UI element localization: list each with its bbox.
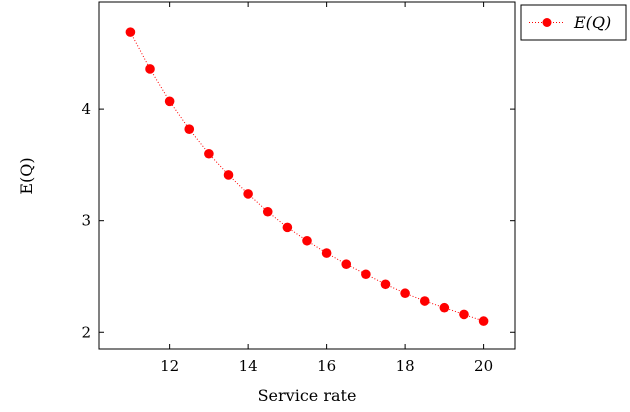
y-tick-label: 2 bbox=[81, 323, 91, 341]
data-point bbox=[164, 96, 175, 107]
data-point bbox=[380, 279, 391, 290]
data-point bbox=[361, 269, 371, 280]
data-point bbox=[478, 316, 489, 326]
data-point bbox=[243, 189, 253, 199]
data-point bbox=[262, 206, 273, 217]
y-tick-label: 4 bbox=[81, 100, 91, 118]
data-point bbox=[184, 124, 195, 134]
x-axis-ticks: 12 14 16 18 20 bbox=[160, 2, 493, 375]
x-tick-label: 20 bbox=[474, 357, 493, 375]
data-point bbox=[459, 309, 469, 320]
data-point bbox=[400, 288, 410, 299]
x-tick-label: 18 bbox=[396, 357, 415, 375]
legend-label: E(Q) bbox=[573, 13, 611, 32]
data-point bbox=[439, 302, 450, 313]
data-point bbox=[125, 27, 136, 37]
y-axis-ticks: 2 3 4 bbox=[81, 100, 515, 341]
y-axis-label: E(Q) bbox=[17, 157, 36, 194]
data-point bbox=[419, 296, 430, 306]
series-line bbox=[129, 31, 484, 322]
data-point bbox=[204, 148, 214, 159]
plot-area-frame bbox=[98, 1, 516, 350]
data-point bbox=[302, 235, 312, 246]
x-axis-label: Service rate bbox=[258, 386, 357, 405]
legend: E(Q) bbox=[520, 4, 627, 41]
data-point bbox=[145, 64, 155, 74]
data-point bbox=[223, 170, 234, 180]
data-point bbox=[282, 222, 293, 233]
series-layer bbox=[125, 27, 489, 326]
legend-marker-sample bbox=[542, 18, 552, 27]
data-point bbox=[321, 248, 332, 258]
y-tick-label: 3 bbox=[81, 212, 91, 230]
data-point bbox=[341, 259, 352, 270]
x-tick-label: 16 bbox=[317, 357, 336, 375]
x-tick-label: 12 bbox=[160, 357, 179, 375]
x-tick-label: 14 bbox=[239, 357, 258, 375]
